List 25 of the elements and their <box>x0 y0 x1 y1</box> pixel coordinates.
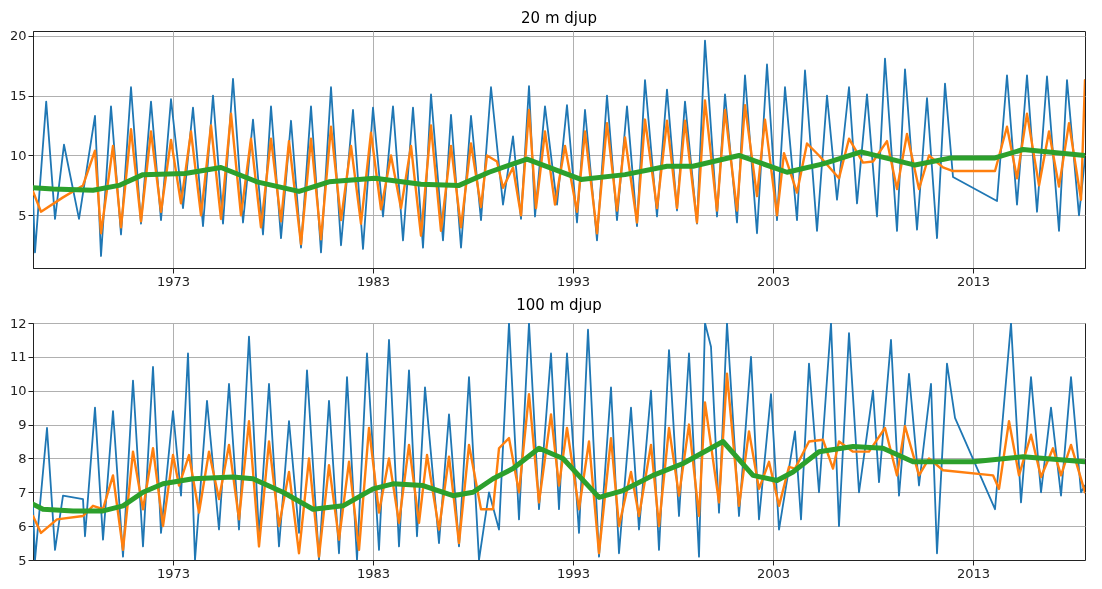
y-tick-label: 12 <box>9 315 27 331</box>
x-tick-label: 1983 <box>356 565 391 581</box>
y-tick-label: 10 <box>9 383 27 399</box>
x-tick-label: 2013 <box>956 565 991 581</box>
x-tick-label: 2003 <box>756 273 791 289</box>
x-tick-label: 2003 <box>756 565 791 581</box>
x-tick-label: 1973 <box>156 273 191 289</box>
y-tick-label: 6 <box>18 518 27 534</box>
x-tick-label: 1973 <box>156 565 191 581</box>
y-tick-label: 10 <box>9 147 27 163</box>
x-tick-label: 1993 <box>556 273 591 289</box>
chart-title: 100 m djup <box>516 296 602 314</box>
y-tick-label: 8 <box>18 450 27 466</box>
y-tick-label: 5 <box>18 207 27 223</box>
y-tick-label: 9 <box>18 417 27 433</box>
x-tick-label: 1983 <box>356 273 391 289</box>
y-tick-label: 7 <box>18 484 27 500</box>
y-tick-label: 11 <box>9 349 27 365</box>
chart-title: 20 m djup <box>521 8 597 27</box>
line-series <box>33 78 1085 246</box>
y-tick-label: 5 <box>18 552 27 568</box>
x-tick-label: 2013 <box>956 273 991 289</box>
y-tick-label: 15 <box>9 88 27 104</box>
y-tick-label: 20 <box>9 28 27 44</box>
x-tick-label: 1993 <box>556 565 591 581</box>
